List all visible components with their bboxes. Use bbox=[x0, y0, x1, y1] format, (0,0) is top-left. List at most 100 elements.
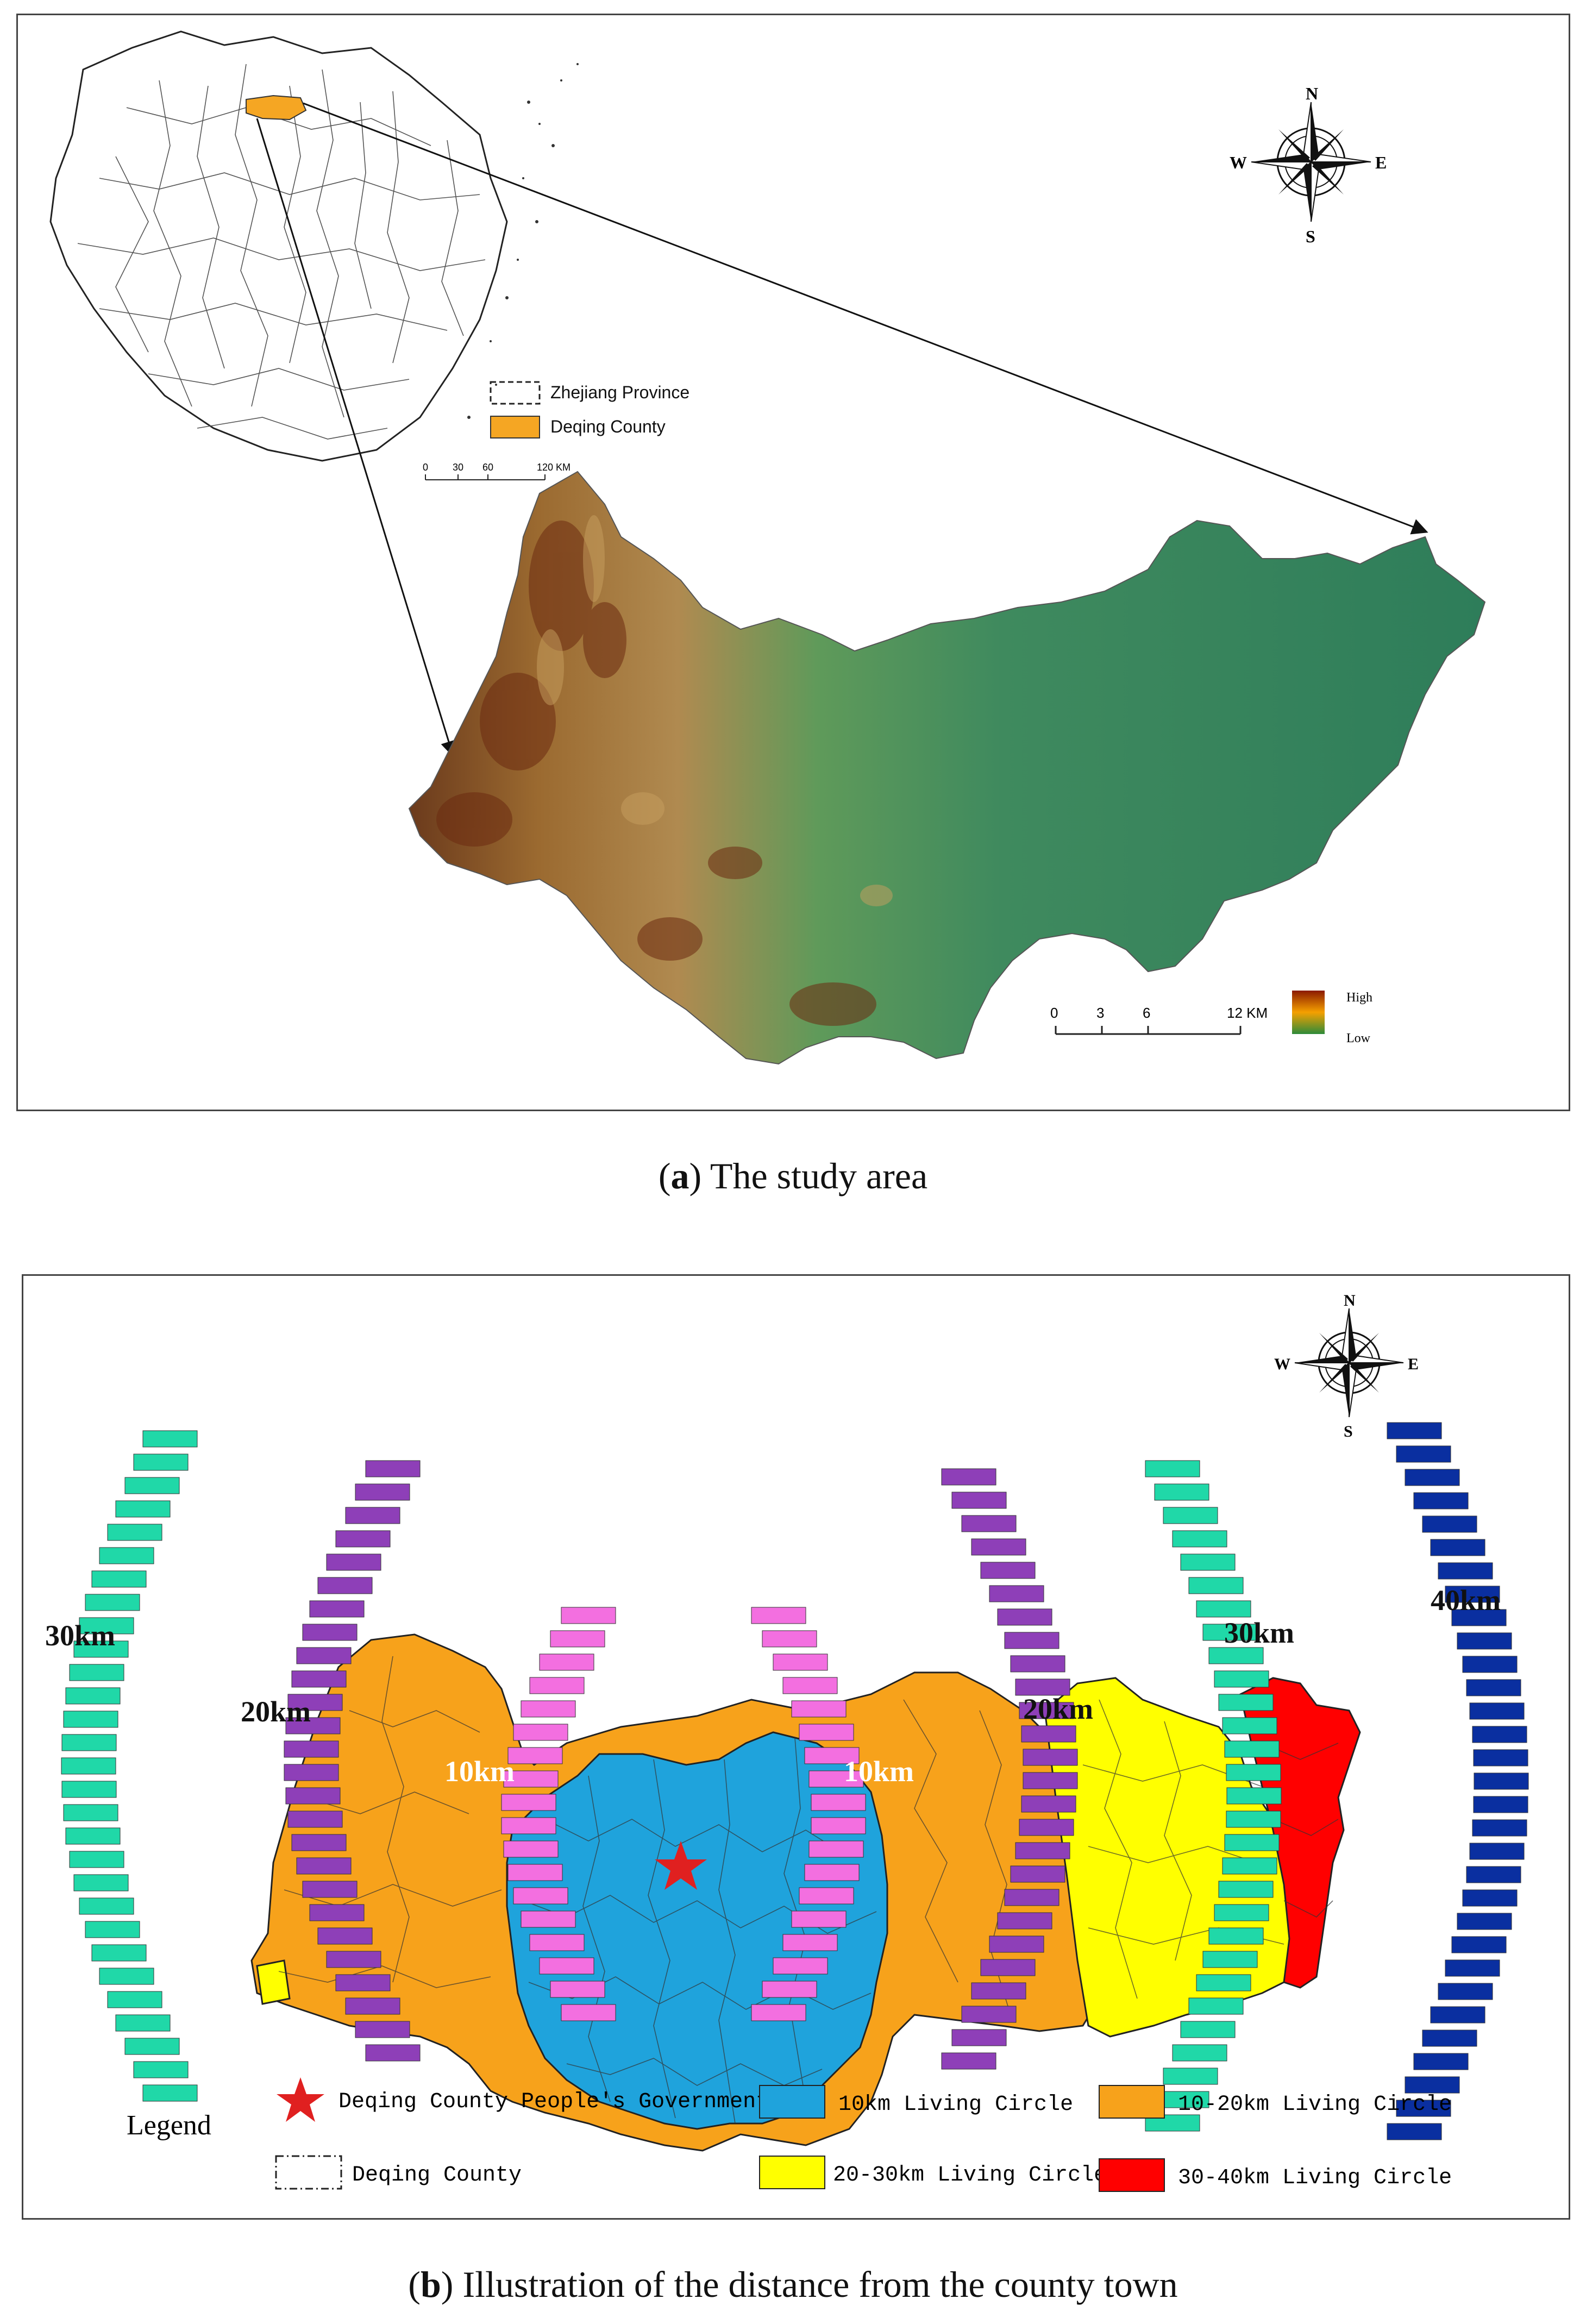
arc-20km-right-dash bbox=[941, 2052, 996, 2070]
arc-40km-right-dash bbox=[1462, 1889, 1518, 1907]
arc-10km-right-dash bbox=[751, 2004, 806, 2021]
arc-30km-left-dash bbox=[61, 1781, 117, 1798]
arc-30km-left-dash bbox=[69, 1664, 124, 1681]
arc-20km-left-dash bbox=[296, 1857, 352, 1875]
arc-20km-left-dash bbox=[317, 1577, 373, 1594]
arc-30km-left-dash bbox=[91, 1570, 147, 1588]
arc-30km-right-dash bbox=[1218, 1694, 1274, 1711]
arc-30km-right-dash bbox=[1214, 1670, 1269, 1688]
arc-40km-right-dash bbox=[1405, 2076, 1460, 2094]
arc-20km-right-dash bbox=[989, 1935, 1044, 1953]
arc-10km-right-dash bbox=[799, 1887, 854, 1905]
arc-20km-left-dash bbox=[317, 1927, 373, 1945]
arc-20km-right-dash bbox=[1021, 1725, 1076, 1743]
arc-20km-right-dash bbox=[1015, 1842, 1070, 1859]
arc-30km-right-dash bbox=[1218, 1881, 1274, 1898]
arc-10km-right-dash bbox=[791, 1910, 847, 1928]
arc-10km-left-dash bbox=[501, 1794, 556, 1811]
arc-10km-left-dash bbox=[539, 1957, 594, 1975]
arc-30km-right-dash bbox=[1196, 1600, 1251, 1618]
dem-scale-tick-0: 0 bbox=[1050, 1005, 1058, 1021]
arc-30km-right-dash bbox=[1154, 1483, 1209, 1501]
legend-10km-label: 10km Living Circle bbox=[838, 2093, 1073, 2117]
arc-30km-left-dash bbox=[142, 2084, 198, 2102]
arc-30km-left-dash bbox=[63, 1804, 118, 1821]
arc-20km-right-dash bbox=[951, 2029, 1007, 2046]
arc-40km-right-dash bbox=[1451, 1936, 1507, 1953]
legend-star-icon bbox=[277, 2077, 324, 2122]
arc-30km-left-dash bbox=[61, 1757, 116, 1775]
arc-30km-right-dash bbox=[1226, 1764, 1281, 1781]
arc-30km-left-dash bbox=[65, 1827, 121, 1845]
dem-scale-bar: 0 3 6 12 KM bbox=[1050, 1005, 1268, 1035]
legend-orange-swatch bbox=[490, 416, 540, 439]
arc-40km-right-dash bbox=[1422, 2029, 1477, 2047]
compass-n: N bbox=[1306, 84, 1318, 103]
arc-20km-right-dash bbox=[971, 1538, 1026, 1556]
arc-30km-left-dash bbox=[79, 1617, 134, 1634]
inset-scale-tick-120: 120 KM bbox=[537, 462, 571, 473]
arc-10km-left-dash bbox=[561, 2004, 616, 2021]
caption-b-text: Illustration of the distance from the co… bbox=[462, 2264, 1178, 2305]
arc-40km-right-dash bbox=[1457, 1913, 1512, 1930]
arc-20km-right-dash bbox=[1010, 1655, 1065, 1672]
arc-30km-right-dash bbox=[1202, 1624, 1258, 1641]
arc-30km-left-dash bbox=[69, 1851, 124, 1868]
arc-30km-left-dash bbox=[79, 1897, 134, 1915]
legend-dashed-box-icon bbox=[490, 381, 541, 405]
deqing-highlight bbox=[246, 95, 307, 121]
arc-40km-right-dash bbox=[1466, 1679, 1521, 1696]
arc-10km-right-dash bbox=[782, 1934, 838, 1951]
arc-10km-left-dash bbox=[529, 1677, 585, 1694]
arc-20km-right-dash bbox=[980, 1562, 1036, 1579]
arc-30km-right-dash bbox=[1145, 1460, 1200, 1477]
arc-30km-left-dash bbox=[73, 1874, 129, 1891]
arc-30km-right-dash bbox=[1163, 1507, 1218, 1524]
legend-deqing-label: Deqing County bbox=[352, 2163, 522, 2188]
legend-10-20km-swatch bbox=[1099, 2085, 1165, 2119]
compass-e: E bbox=[1375, 153, 1387, 172]
arc-10km-left-dash bbox=[529, 1934, 585, 1951]
arc-10km-right-dash bbox=[808, 1840, 864, 1858]
arc-30km-left-dash bbox=[85, 1921, 140, 1938]
arc-20km-right-dash bbox=[951, 1492, 1007, 1509]
arc-10km-right-dash bbox=[782, 1677, 838, 1694]
arc-40km-right-dash bbox=[1387, 1422, 1442, 1439]
arc-20km-left-dash bbox=[326, 1951, 381, 1968]
ring-label-left-20km: 20km bbox=[241, 1695, 311, 1728]
compass-w: W bbox=[1230, 153, 1247, 172]
arc-20km-left-dash bbox=[302, 1881, 358, 1898]
legend-b: Legend Deqing County People's Government… bbox=[127, 2077, 1452, 2192]
compass-rose-icon: N S E W bbox=[1230, 84, 1387, 246]
elevation-high-label: High bbox=[1346, 991, 1372, 1005]
inset-scale-bar: 0 30 60 120 KM bbox=[423, 462, 571, 480]
arc-20km-left-dash bbox=[365, 2044, 421, 2062]
arc-40km-right-dash bbox=[1462, 1656, 1518, 1673]
arc-20km-left-dash bbox=[302, 1624, 358, 1641]
arc-10km-left-dash bbox=[513, 1724, 568, 1741]
arc-20km-left-dash bbox=[355, 1483, 410, 1501]
legend-10-20km-label: 10-20km Living Circle bbox=[1178, 2093, 1452, 2117]
arc-30km-left-dash bbox=[142, 1430, 198, 1448]
compass-b-s: S bbox=[1344, 1423, 1353, 1440]
arc-10km-left-dash bbox=[561, 1607, 616, 1624]
arc-20km-right-dash bbox=[1010, 1865, 1065, 1883]
legend-deqing-boundary-icon bbox=[275, 2155, 342, 2190]
arc-40km-right-dash bbox=[1438, 1983, 1493, 2000]
arc-20km-right-dash bbox=[1019, 1819, 1074, 1836]
deqing-dem-map bbox=[408, 471, 1486, 1065]
study-area-map: Zhejiang Province Deqing County 0 30 60 … bbox=[49, 30, 1486, 1065]
arc-10km-left-dash bbox=[507, 1747, 563, 1764]
arc-20km-left-dash bbox=[326, 1553, 381, 1571]
arc-10km-left-dash bbox=[521, 1910, 576, 1928]
arc-40km-right-dash bbox=[1387, 2123, 1442, 2140]
arc-20km-left-dash bbox=[287, 1811, 343, 1828]
arc-20km-left-dash bbox=[335, 1530, 391, 1548]
arc-40km-right-dash bbox=[1430, 1539, 1485, 1556]
arc-30km-right-dash bbox=[1188, 1577, 1244, 1594]
arc-20km-right-dash bbox=[961, 1515, 1017, 1532]
arc-20km-right-dash bbox=[961, 2006, 1017, 2023]
arc-20km-left-dash bbox=[309, 1904, 365, 1921]
arc-40km-right-dash bbox=[1474, 1772, 1529, 1790]
arc-10km-right-dash bbox=[799, 1724, 854, 1741]
